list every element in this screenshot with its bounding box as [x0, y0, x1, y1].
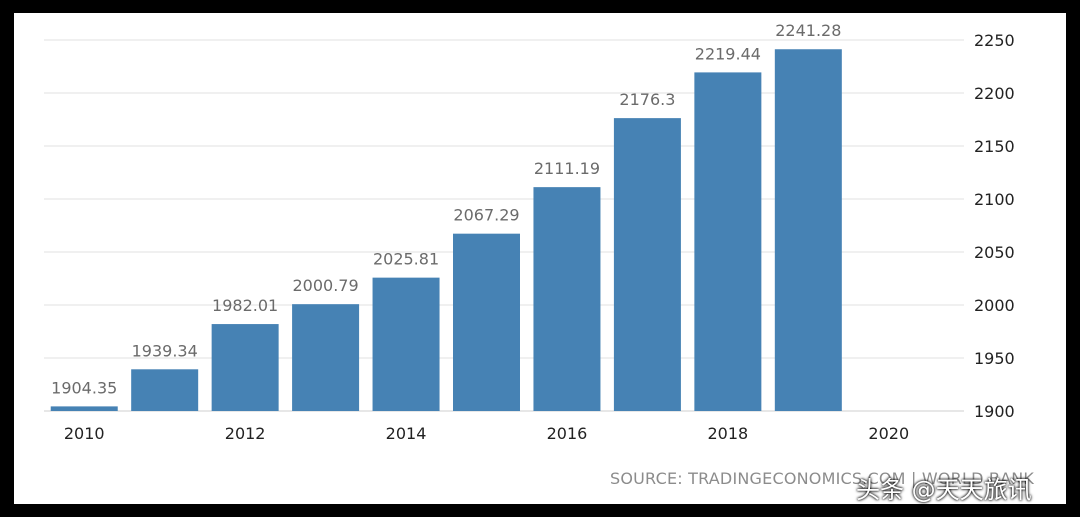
watermark: 头条 @天天旅讯 [856, 476, 1032, 504]
x-tick-label: 2010 [64, 424, 105, 443]
bar-2010 [50, 406, 118, 411]
bar-2016 [533, 187, 601, 411]
y-tick-label: 2100 [974, 190, 1015, 209]
x-axis-ticks: 2010 2012 2014 2016 2018 2020 [64, 424, 909, 443]
x-tick-label: 2014 [386, 424, 427, 443]
y-tick-label: 2250 [974, 31, 1015, 50]
y-tick-label: 1950 [974, 349, 1015, 368]
bar-2015 [453, 233, 520, 411]
value-label-2013: 2000.79 [293, 276, 359, 295]
source-note: SOURCE: TRADINGECONOMICS.COM | WORLD BAN… [610, 469, 1035, 488]
value-label-2016: 2111.19 [534, 159, 600, 178]
value-label-2010: 1904.35 [51, 378, 117, 397]
x-tick-label: 2012 [225, 424, 266, 443]
value-label-2018: 2219.44 [695, 44, 761, 63]
bar-2018 [694, 72, 762, 411]
value-labels-group: 1904.35 1939.34 1982.01 2000.79 2025.81 2067.… [51, 21, 841, 397]
x-tick-label: 2018 [708, 424, 749, 443]
bar-2014 [372, 277, 440, 411]
bar-2013 [292, 304, 360, 411]
value-label-2012: 1982.01 [212, 296, 278, 315]
bars-group [50, 49, 842, 412]
bar-2012 [211, 324, 279, 411]
x-tick-label: 2020 [868, 424, 909, 443]
value-label-2011: 1939.34 [132, 341, 198, 360]
value-label-2014: 2025.81 [373, 250, 439, 269]
bar-2017 [613, 118, 681, 411]
bar-2019 [774, 49, 842, 412]
value-label-2017: 2176.3 [619, 90, 675, 109]
value-label-2019: 2241.28 [775, 21, 841, 40]
y-tick-label: 2050 [974, 243, 1015, 262]
y-tick-label: 2150 [974, 137, 1015, 156]
chart-panel: 1904.35 1939.34 1982.01 2000.79 2025.81 2067.… [14, 13, 1066, 504]
y-tick-label: 2000 [974, 296, 1015, 315]
x-tick-label: 2016 [547, 424, 588, 443]
bar-2011 [131, 369, 199, 411]
value-label-2015: 2067.29 [453, 206, 519, 225]
y-tick-label: 2200 [974, 84, 1015, 103]
y-tick-label: 1900 [974, 402, 1015, 421]
bar-chart: 1904.35 1939.34 1982.01 2000.79 2025.81 2067.… [44, 21, 1015, 443]
y-axis-ticks: 1900 1950 2000 2050 2100 2150 2200 2250 [974, 31, 1015, 421]
